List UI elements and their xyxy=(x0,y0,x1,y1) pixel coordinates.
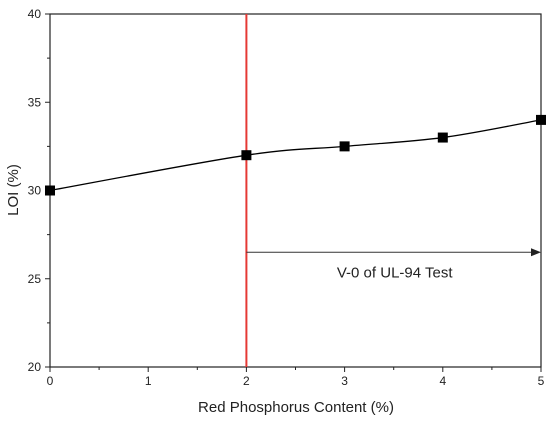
data-point xyxy=(339,141,350,152)
x-ticks: 0 1 2 3 4 5 xyxy=(47,367,545,388)
y-tick-label: 35 xyxy=(28,95,42,109)
data-point xyxy=(536,114,546,125)
data-point xyxy=(437,132,448,143)
annotation-group: V-0 of UL-94 Test xyxy=(246,248,541,281)
y-ticks: 20 25 30 35 40 xyxy=(28,7,50,374)
data-point xyxy=(241,150,252,161)
y-axis-title: LOI (%) xyxy=(5,164,22,216)
y-tick-label: 20 xyxy=(28,360,42,374)
annotation-text: V-0 of UL-94 Test xyxy=(337,264,453,281)
plot-frame xyxy=(49,13,542,368)
x-tick-label: 4 xyxy=(439,374,446,388)
x-tick-label: 5 xyxy=(538,374,545,388)
annotation-arrow-head xyxy=(531,248,541,257)
series-group xyxy=(45,114,546,196)
data-point xyxy=(45,185,55,196)
x-tick-label: 1 xyxy=(145,374,152,388)
x-axis-title: Red Phosphorus Content (%) xyxy=(198,399,394,416)
axes xyxy=(49,13,542,368)
x-tick-label: 3 xyxy=(341,374,348,388)
y-tick-label: 25 xyxy=(28,272,42,286)
y-tick-label: 30 xyxy=(28,184,42,198)
x-tick-label: 2 xyxy=(243,374,250,388)
y-tick-label: 40 xyxy=(28,7,42,21)
series-line xyxy=(49,119,542,192)
x-tick-label: 0 xyxy=(47,374,54,388)
